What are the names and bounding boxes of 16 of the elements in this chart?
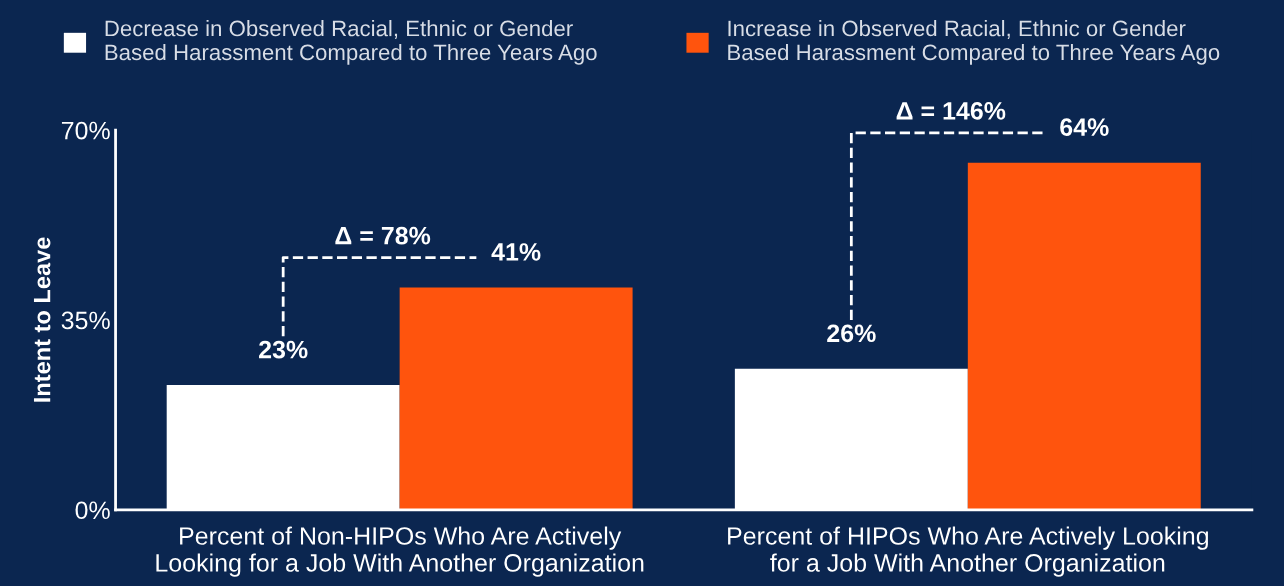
data-label: 23%	[259, 340, 308, 359]
x-tick-label: Percent of Non-HIPOs Who Are Actively Looking for a Job With Another Organization	[156, 526, 644, 577]
legend-label: Decrease in Observed Racial, Ethnic or Gender Based Harassment Compared to Three Years Ago	[105, 20, 597, 65]
data-label: 41%	[491, 243, 541, 261]
annotation: Δ = 78%	[335, 226, 431, 245]
y-tick-label: 70%	[61, 121, 110, 140]
bar	[399, 287, 633, 510]
y-tick-label: 0%	[75, 501, 110, 520]
y-axis-title: Intent to Leave	[33, 237, 51, 402]
data-label: 26%	[827, 324, 876, 343]
legend-label: Increase in Observed Racial, Ethnic or Gender Based Harassment Compared to Three Years Ago	[728, 20, 1220, 65]
text: Δ = 146%	[896, 102, 1006, 120]
data-label: 64%	[1060, 118, 1109, 136]
y-tick-label: 35%	[61, 311, 110, 330]
x-tick-label: Percent of HIPOs Who Are Actively Looking for a Job With Another Organization	[728, 526, 1208, 577]
bar	[967, 162, 1201, 510]
